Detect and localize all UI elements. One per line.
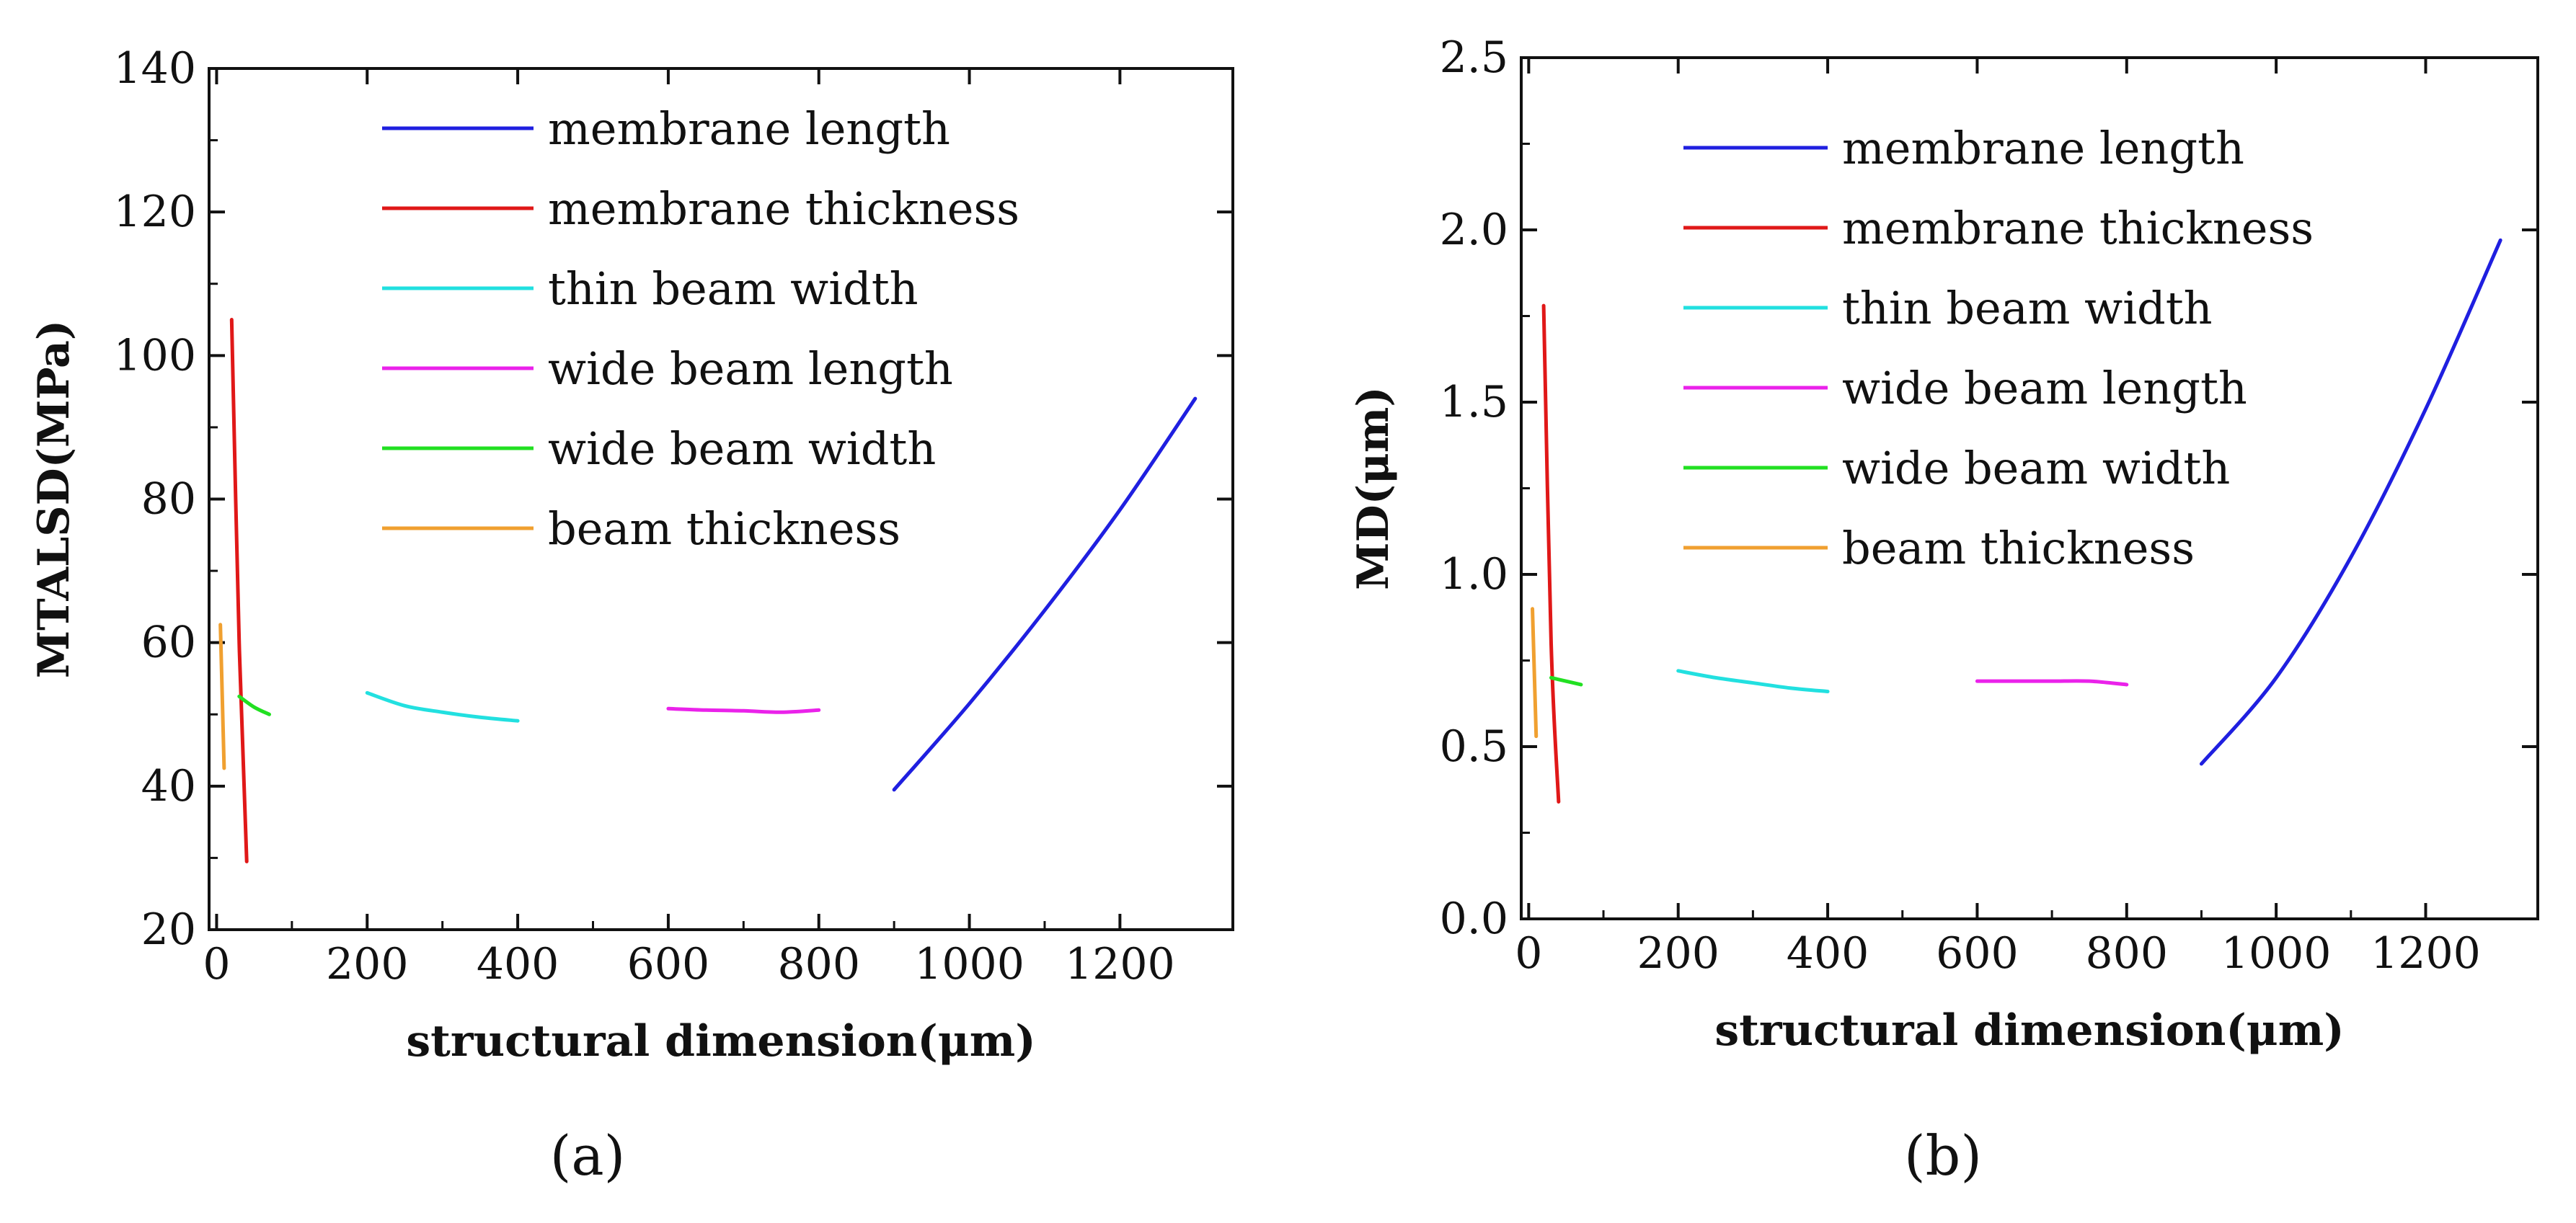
x-tick-label: 0 [203, 939, 230, 989]
y-tick-label: 140 [113, 43, 196, 94]
legend-label-beam-thickness: beam thickness [1842, 522, 2195, 574]
y-tick-label: 100 [113, 330, 196, 381]
series-line-wide-beam-length [1975, 679, 2129, 687]
legend-label-wide-beam-length: wide beam length [548, 342, 953, 395]
x-tick-label: 1000 [2221, 928, 2332, 979]
y-tick-label: 0.0 [1440, 894, 1508, 944]
x-tick-label: 1200 [1065, 939, 1175, 989]
x-tick-label: 200 [1637, 928, 1719, 979]
legend-label-wide-beam-width: wide beam width [1842, 442, 2230, 494]
x-tick-label: 800 [2086, 928, 2169, 979]
chart-panel-a: 0 200 400 600 800 1000 1200 20 40 60 80 100 120 140 st… [29, 43, 1234, 1067]
y-axis-title: MTALSD(MPa) [29, 320, 79, 678]
y-tick-label: 1.0 [1440, 549, 1508, 600]
y-tick-label: 40 [141, 761, 196, 811]
series-line-thin-beam-width [1676, 669, 1830, 694]
x-tick-label: 1000 [914, 939, 1024, 989]
x-tick-label: 400 [477, 939, 559, 989]
y-tick-label: 60 [141, 618, 196, 668]
series-line-thin-beam-width [365, 690, 520, 723]
chart-panel-b: 0 200 400 600 800 1000 1200 0.0 0.5 1.0 1.5 2.0 2.5 s… [1348, 32, 2539, 1056]
panel-caption-a: (a) [550, 1124, 626, 1188]
series-line-beam-thickness [218, 623, 226, 770]
legend-label-beam-thickness: beam thickness [548, 502, 900, 555]
y-tick-label: 20 [141, 904, 196, 955]
series-line-wide-beam-width [1549, 675, 1583, 687]
series-line-membrane-length [892, 396, 1198, 792]
x-tick-label: 600 [627, 939, 710, 989]
x-tick-label: 200 [326, 939, 409, 989]
y-tick-label: 1.5 [1440, 377, 1508, 427]
x-axis-title: structural dimension(μm) [1714, 1005, 2344, 1056]
series-line-wide-beam-width [237, 694, 272, 716]
legend-label-thin-beam-width: thin beam width [548, 262, 919, 315]
series-line-membrane-thickness [229, 318, 249, 863]
legend-label-wide-beam-width: wide beam width [548, 422, 936, 475]
y-tick-label: 80 [141, 474, 196, 525]
series-line-membrane-length [2199, 238, 2502, 766]
legend-label-membrane-thickness: membrane thickness [1842, 202, 2314, 254]
series-line-beam-thickness [1531, 607, 1539, 739]
x-tick-label: 400 [1787, 928, 1869, 979]
x-axis-title: structural dimension(μm) [406, 1016, 1035, 1067]
legend-label-membrane-thickness: membrane thickness [548, 182, 1019, 235]
x-tick-label: 0 [1515, 928, 1542, 979]
x-tick-label: 1200 [2371, 928, 2481, 979]
y-axis-title: MD(μm) [1348, 386, 1399, 590]
y-tick-label: 2.0 [1440, 205, 1508, 255]
panel-caption-b: (b) [1904, 1124, 1982, 1188]
legend-label-membrane-length: membrane length [548, 102, 950, 155]
y-tick-label: 0.5 [1440, 721, 1508, 772]
y-tick-label: 120 [113, 187, 196, 237]
legend-label-thin-beam-width: thin beam width [1842, 282, 2213, 334]
legend-label-membrane-length: membrane length [1842, 122, 2244, 174]
series-line-membrane-thickness [1541, 303, 1561, 804]
x-tick-label: 800 [777, 939, 860, 989]
legend-label-wide-beam-length: wide beam length [1842, 362, 2247, 414]
series-line-wide-beam-length [666, 706, 821, 714]
y-tick-label: 2.5 [1440, 32, 1508, 83]
x-tick-label: 600 [1936, 928, 2019, 979]
